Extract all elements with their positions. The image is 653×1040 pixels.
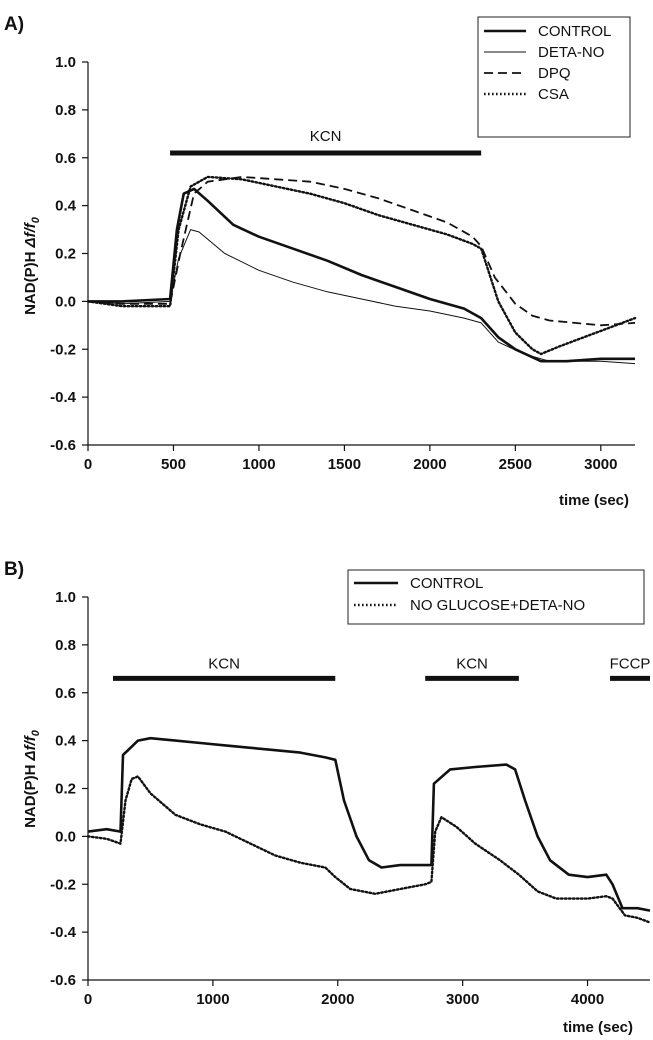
panel-b-x-tick-label: 2000: [321, 991, 354, 1008]
panel-b-x-tick-label: 3000: [446, 991, 479, 1008]
panel-a-series-line-dpq: [87, 176, 636, 327]
panel-a-y-tick-label: 0.6: [55, 150, 76, 167]
panel-b-y-axis-label: NAD(P)H Δf/f0: [22, 729, 42, 828]
panel-a-legend-label: DPQ: [538, 65, 571, 82]
panel-a-legend-box: [477, 16, 631, 138]
panel-b-treatment-label: KCN: [208, 655, 240, 672]
panel-a-treatment-label: KCN: [310, 128, 342, 145]
panel-b-y-tick-label: 1.0: [55, 589, 76, 606]
panel-b-x-tick-label: 4000: [571, 991, 604, 1008]
panel-a-legend-label: DETA-NO: [538, 44, 604, 61]
panel-a-y-tick-label: 1.0: [55, 54, 76, 71]
panel-b-y-tick-label: 0.8: [55, 637, 76, 654]
panel-b-treatment-label: KCN: [456, 655, 488, 672]
panel-a-series-line-csa: [86, 175, 637, 356]
panel-b-legend-box: [347, 569, 645, 625]
panel-a-x-tick-label: 3000: [584, 456, 617, 473]
panel-b-y-tick-label: -0.6: [50, 972, 76, 989]
panel-a-x-tick-label: 2000: [413, 456, 446, 473]
panel-a-y-tick-label: -0.6: [50, 437, 76, 454]
panel-a-legend-label: CONTROL: [538, 23, 611, 40]
panel-a-y-tick-label: 0.8: [55, 102, 76, 119]
panel-b-y-tick-label: 0.2: [55, 781, 76, 798]
panel-a-y-tick-label: -0.2: [50, 341, 76, 358]
panel-a-x-tick-label: 500: [161, 456, 186, 473]
panel-b-legend: CONTROL NO GLUCOSE+DETA-NO: [347, 569, 645, 625]
panel-b-x-tick-label: 1000: [196, 991, 229, 1008]
panel-a-series-line-control: [88, 187, 635, 363]
panel-b-plot-area: -0.6 -0.4 -0.2 0.0 0.2 0.4 0.6 0.8 1.0 0 1000 2000 3…: [50, 589, 652, 1008]
panel-a-x-tick-label: 1500: [328, 456, 361, 473]
panel-b-series-line-control: [87, 736, 651, 912]
panel-a-y-tick-label: -0.4: [50, 389, 77, 406]
panel-a-legend-label: CSA: [538, 86, 569, 103]
panel-b-legend-label: CONTROL: [410, 575, 483, 592]
panel-b-y-tick-label: -0.2: [50, 876, 76, 893]
panel-b-y-tick-label: 0.0: [55, 828, 76, 845]
panel-a-x-tick-label: 0: [84, 456, 92, 473]
panel-b-x-axis-label: time (sec): [563, 1019, 633, 1036]
panel-b-label: B): [4, 559, 24, 580]
panel-b: B) -0.6 -0.4 -0.2 0.0 0.2 0.4 0.6 0.8 1.0 0 1000 20…: [4, 559, 652, 1036]
panel-b-y-tick-label: 0.6: [55, 685, 76, 702]
panel-b-legend-label: NO GLUCOSE+DETA-NO: [410, 597, 585, 614]
panel-a-y-tick-label: 0.2: [55, 246, 76, 263]
panel-b-x-tick-label: 0: [84, 991, 92, 1008]
panel-a-x-axis-label: time (sec): [559, 492, 629, 509]
panel-b-y-tick-label: 0.4: [55, 733, 77, 750]
panel-a-legend: CONTROL DETA-NO DPQ CSA: [477, 16, 631, 138]
panel-a-y-tick-label: 0.0: [55, 293, 76, 310]
panel-a: A) -0.6 -0.4 -0.2 0.0 0.2 0.4 0.6 0.8 1.0 0 500 100…: [4, 14, 637, 509]
panel-b-y-tick-label: -0.4: [50, 924, 77, 941]
panel-a-y-tick-label: 0.4: [55, 198, 77, 215]
panel-a-label: A): [4, 14, 24, 35]
panel-b-series-line-no-glucose-deta-no: [86, 775, 652, 924]
panel-a-plot-area: -0.6 -0.4 -0.2 0.0 0.2 0.4 0.6 0.8 1.0 0 500 1000 15…: [50, 54, 637, 473]
panel-a-x-tick-label: 1000: [242, 456, 275, 473]
panel-b-treatment-label: FCCP: [610, 655, 651, 672]
panel-a-y-axis-label: NAD(P)H Δf/f0: [22, 216, 42, 315]
panel-a-x-tick-label: 2500: [499, 456, 532, 473]
